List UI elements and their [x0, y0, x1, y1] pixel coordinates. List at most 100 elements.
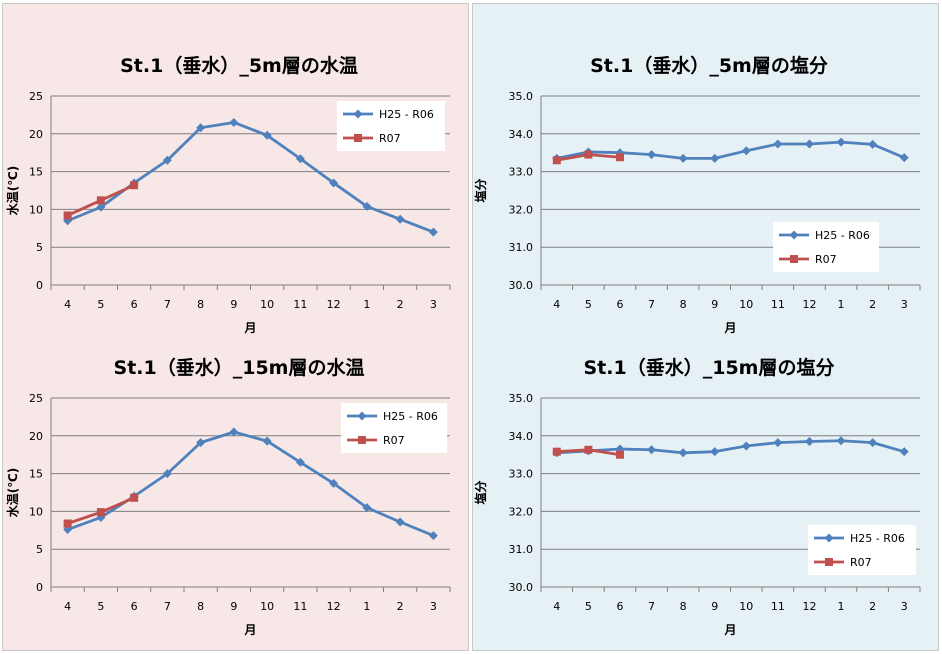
r07-point-2	[130, 493, 139, 502]
r07-point-1	[584, 150, 593, 159]
r07-point-0	[552, 156, 561, 165]
x-tick-label: 12	[802, 298, 816, 311]
h25-r06-point-5	[710, 153, 720, 163]
series-line-h25-r06	[556, 140, 905, 160]
x-tick-label: 2	[397, 600, 404, 613]
h25-r06-point-8	[804, 436, 814, 446]
x-tick-label: 10	[739, 600, 753, 613]
r07-point-2	[130, 181, 139, 190]
x-tick-label: 6	[131, 600, 138, 613]
salinity-5m-chart: St.1（垂水）_5m層の塩分 30.0 31.0 32.0 33.0 34.0 35.0 4…	[473, 54, 921, 335]
r07-point-0	[63, 519, 72, 528]
legend-swatch-point-0	[353, 109, 363, 119]
h25-r06-point-8	[804, 139, 814, 149]
x-tick-label: 9	[711, 298, 718, 311]
y-tick-label: 10	[29, 505, 43, 518]
x-tick-label: 1	[363, 298, 370, 311]
h25-r06-point-10	[868, 438, 878, 448]
x-tick-label: 11	[293, 600, 307, 613]
y-tick-label: 32.0	[509, 203, 534, 216]
h25-r06-point-8	[329, 478, 339, 488]
x-tick-label: 9	[711, 600, 718, 613]
y-axis-label: 塩分	[473, 178, 488, 202]
x-axis-label: 月	[723, 321, 736, 335]
x-tick-label: 5	[97, 600, 104, 613]
y-tick-label: 31.0	[509, 241, 534, 254]
y-tick-label: 30.0	[509, 279, 534, 292]
h25-r06-point-4	[678, 448, 688, 458]
x-tick-label: 8	[197, 600, 204, 613]
x-tick-label: 6	[131, 298, 138, 311]
chart-title: St.1（垂水）_5m層の塩分	[590, 54, 828, 77]
x-tick-label: 11	[771, 600, 785, 613]
h25-r06-point-4	[196, 123, 206, 133]
legend-swatch-point-1	[358, 436, 366, 444]
h25-r06-point-4	[196, 438, 206, 448]
h25-r06-point-6	[262, 436, 272, 446]
y-tick-label: 20	[29, 128, 43, 141]
x-tick-label: 10	[260, 298, 274, 311]
h25-r06-point-8	[329, 178, 339, 188]
x-tick-label: 4	[64, 600, 71, 613]
x-tick-label: 5	[585, 600, 592, 613]
x-tick-label: 5	[585, 298, 592, 311]
x-tick-label: 7	[164, 600, 171, 613]
legend-swatch-point-0	[357, 411, 367, 421]
legend-swatch-point-1	[825, 558, 833, 566]
series-line-h25-r06	[556, 439, 905, 455]
y-tick-label: 32.0	[509, 505, 534, 518]
h25-r06-point-7	[295, 457, 305, 467]
y-axis-label: 水温(℃)	[5, 166, 20, 216]
r07-point-2	[615, 153, 624, 162]
y-tick-label: 5	[36, 543, 43, 556]
x-tick-label: 12	[327, 298, 341, 311]
y-tick-label: 25	[29, 90, 43, 103]
y-tick-label: 35.0	[509, 90, 534, 103]
x-tick-label: 3	[430, 298, 437, 311]
x-axis-label: 月	[243, 623, 256, 637]
legend-box	[808, 525, 916, 575]
legend-label: R07	[815, 253, 837, 266]
h25-r06-point-7	[295, 154, 305, 164]
h25-r06-point-3	[162, 155, 172, 165]
legend-label: H25 - R06	[383, 410, 438, 423]
y-tick-label: 31.0	[509, 543, 534, 556]
x-tick-label: 2	[869, 600, 876, 613]
legend-label: H25 - R06	[379, 108, 434, 121]
y-tick-label: 33.0	[509, 468, 534, 481]
r07-point-1	[584, 445, 593, 454]
h25-r06-point-5	[710, 447, 720, 457]
y-tick-label: 0	[36, 279, 43, 292]
h25-r06-point-11	[428, 531, 438, 541]
legend-box	[773, 222, 879, 272]
y-tick-label: 25	[29, 392, 43, 405]
y-tick-label: 15	[29, 468, 43, 481]
y-tick-label: 20	[29, 430, 43, 443]
x-tick-label: 1	[363, 600, 370, 613]
x-tick-label: 11	[771, 298, 785, 311]
x-tick-label: 4	[553, 298, 560, 311]
h25-r06-point-6	[262, 130, 272, 140]
h25-r06-point-4	[678, 153, 688, 163]
x-tick-label: 4	[64, 298, 71, 311]
y-axis-label: 塩分	[473, 480, 488, 504]
x-tick-label: 10	[739, 298, 753, 311]
h25-r06-point-9	[836, 436, 846, 446]
y-tick-label: 35.0	[509, 392, 534, 405]
x-tick-label: 4	[553, 600, 560, 613]
h25-r06-point-1	[96, 202, 106, 212]
r07-point-0	[552, 447, 561, 456]
h25-r06-point-6	[741, 146, 751, 156]
x-tick-label: 1	[838, 600, 845, 613]
legend-label: R07	[379, 132, 401, 145]
h25-r06-point-11	[899, 153, 909, 163]
x-tick-label: 3	[901, 298, 908, 311]
legend-swatch-point-1	[354, 134, 362, 142]
y-tick-label: 5	[36, 241, 43, 254]
x-tick-label: 8	[680, 600, 687, 613]
h25-r06-point-9	[362, 503, 372, 513]
x-tick-label: 11	[293, 298, 307, 311]
legend-label: H25 - R06	[850, 532, 905, 545]
legend-label: R07	[850, 556, 872, 569]
